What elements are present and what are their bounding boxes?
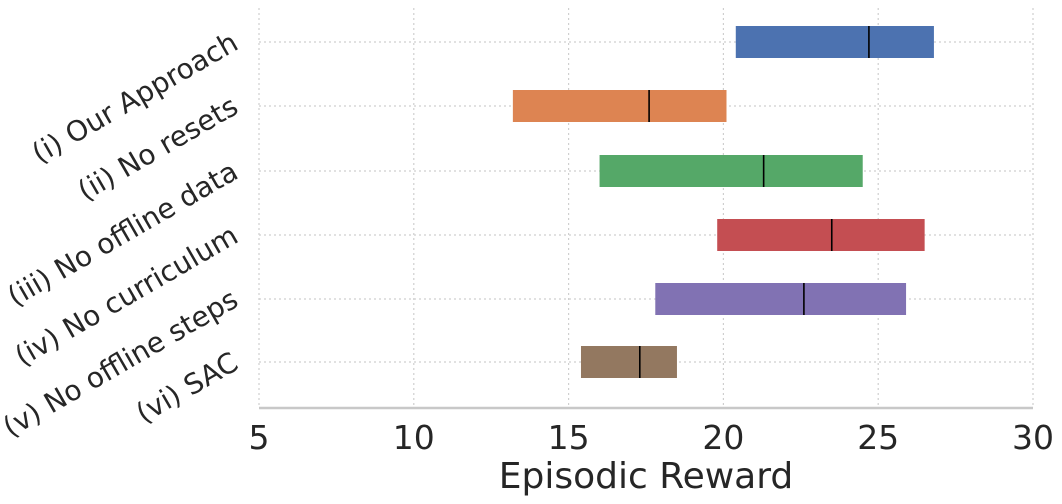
- bar: [580, 346, 677, 378]
- x-tick-label: 30: [1012, 418, 1054, 457]
- bar: [655, 283, 907, 315]
- category-labels: (i) Our Approach(ii) No resets(iii) No o…: [0, 25, 244, 443]
- bar: [599, 155, 863, 187]
- x-tick-labels: 5 10 15 20 25 30: [249, 418, 1055, 457]
- x-tick-label: 10: [393, 418, 435, 457]
- x-tick-label: 15: [548, 418, 590, 457]
- bars: [512, 26, 934, 378]
- bar: [512, 90, 727, 122]
- bar: [717, 219, 925, 251]
- x-tick-label: 25: [857, 418, 899, 457]
- x-tick-label: 5: [249, 418, 270, 457]
- bar: [735, 26, 934, 58]
- x-tick-label: 20: [702, 418, 744, 457]
- x-gridlines: [258, 8, 1034, 408]
- median-markers: [639, 26, 870, 378]
- x-axis-label: Episodic Reward: [499, 456, 794, 497]
